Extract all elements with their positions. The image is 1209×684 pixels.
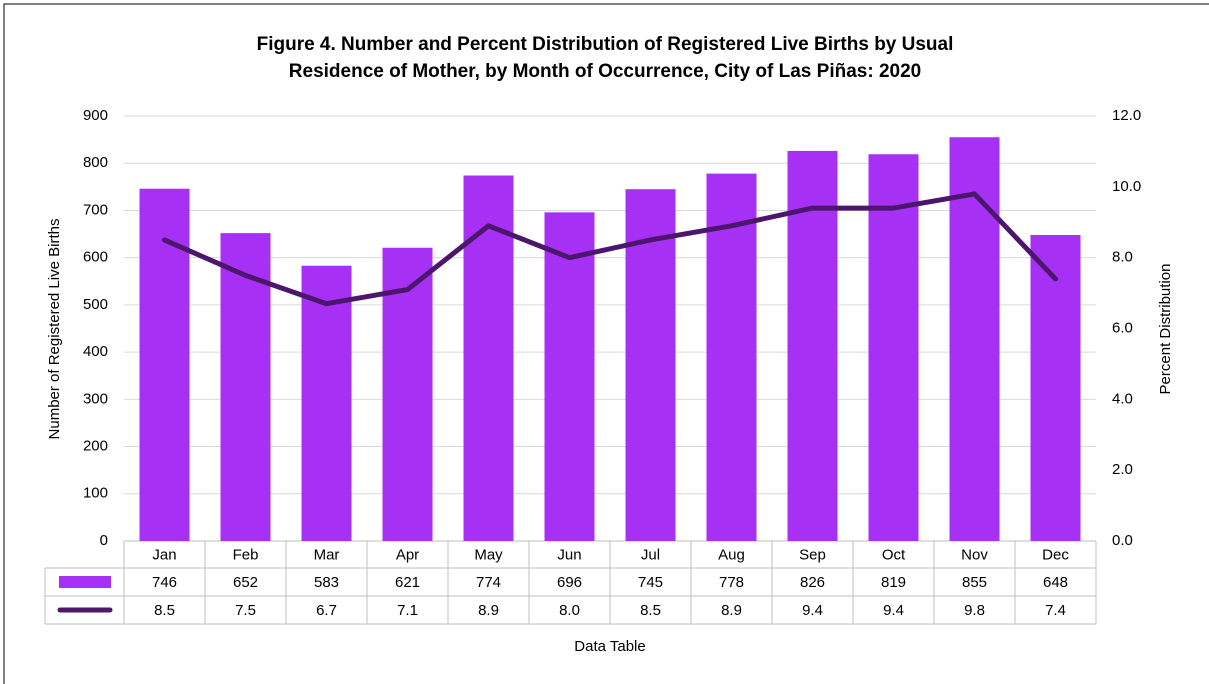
bar	[868, 154, 919, 541]
bar	[301, 265, 352, 541]
bar	[787, 150, 838, 541]
x-tick-label: Dec	[1042, 546, 1069, 563]
y-tick-label: 800	[83, 154, 108, 171]
table-value: 746	[152, 574, 177, 591]
x-tick-label: Jul	[641, 546, 660, 563]
x-tick-label: Sep	[799, 546, 826, 563]
y-tick-label: 300	[83, 390, 108, 407]
legend-key	[59, 576, 111, 588]
table-value: 696	[557, 574, 582, 591]
y-tick-label: 400	[83, 343, 108, 360]
x-tick-label: Nov	[961, 546, 988, 563]
y-tick-label: 700	[83, 201, 108, 218]
table-value: 819	[881, 574, 906, 591]
bar	[625, 189, 676, 541]
y2-tick-label: 4.0	[1112, 390, 1133, 407]
y2-tick-label: 6.0	[1112, 319, 1133, 336]
table-value: 652	[233, 574, 258, 591]
table-value: 9.8	[964, 602, 985, 619]
table-value: 826	[800, 574, 825, 591]
y2-tick-label: 12.0	[1112, 107, 1141, 124]
y2-tick-label: 8.0	[1112, 249, 1133, 266]
bar	[949, 137, 1000, 541]
x-tick-label: Mar	[314, 546, 340, 563]
y-tick-label: 900	[83, 107, 108, 124]
y2-tick-label: 2.0	[1112, 461, 1133, 478]
y-tick-label: 100	[83, 485, 108, 502]
x-tick-label: May	[474, 546, 503, 563]
table-value: 7.1	[397, 602, 418, 619]
x-tick-label: Oct	[882, 546, 906, 563]
y-axis-label: Number of Registered Live Births	[46, 219, 63, 440]
table-value: 7.4	[1045, 602, 1066, 619]
chart-title: Residence of Mother, by Month of Occurre…	[289, 61, 921, 82]
line	[162, 191, 1058, 307]
y2-tick-label: 0.0	[1112, 532, 1133, 549]
x-tick-label: Jun	[557, 546, 581, 563]
table-value: 7.5	[235, 602, 256, 619]
x-tick-label: Feb	[233, 546, 259, 563]
bar	[382, 247, 433, 541]
x-tick-label: Apr	[396, 546, 419, 563]
table-value: 583	[314, 574, 339, 591]
table-value: 9.4	[802, 602, 823, 619]
frame	[3, 3, 1209, 684]
y-tick-label: 500	[83, 296, 108, 313]
table-label: Data Table	[574, 638, 645, 655]
y-tick-label: 0	[100, 532, 108, 549]
table-value: 855	[962, 574, 987, 591]
y2-axis-label: Percent Distribution	[1157, 264, 1174, 395]
table-value: 8.9	[478, 602, 499, 619]
x-tick-label: Aug	[718, 546, 745, 563]
chart-title: Figure 4. Number and Percent Distributio…	[257, 34, 954, 55]
table-value: 8.0	[559, 602, 580, 619]
table-value: 774	[476, 574, 501, 591]
bar	[220, 233, 271, 541]
y2-tick-label: 10.0	[1112, 178, 1141, 195]
y-tick-label: 200	[83, 438, 108, 455]
table-value: 648	[1043, 574, 1068, 591]
bar	[1030, 235, 1081, 541]
table-value: 8.5	[640, 602, 661, 619]
table-value: 9.4	[883, 602, 904, 619]
table-value: 8.9	[721, 602, 742, 619]
bar	[706, 173, 757, 541]
y-tick-label: 600	[83, 249, 108, 266]
x-tick-label: Jan	[152, 546, 176, 563]
table-value: 621	[395, 574, 420, 591]
table-value: 778	[719, 574, 744, 591]
table-value: 6.7	[316, 602, 337, 619]
bar	[544, 212, 595, 542]
table-value: 8.5	[154, 602, 175, 619]
table-value: 745	[638, 574, 663, 591]
